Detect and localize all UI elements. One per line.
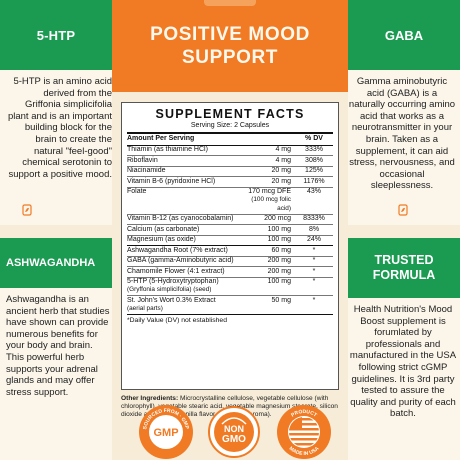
usa-top-text: PRODUCT [290, 409, 318, 419]
facts-title: SUPPLEMENT FACTS [155, 107, 305, 121]
card-ashwagandha-text: Ashwagandha is an ancient herb that stud… [6, 294, 110, 398]
non-gmo-line1: NON [224, 424, 244, 434]
other-ingredients-label: Other Ingredients: [121, 395, 179, 402]
facts-row: Calcium (as carbonate) 100 mg 8% [127, 225, 333, 236]
facts-row-dv: 8333% [303, 215, 325, 223]
facts-row: Thiamin (as thiamine HCl) 4 mg 333% [127, 146, 333, 157]
facts-row: Chamomile Flower (4:1 extract) 200 mg * [127, 267, 333, 278]
facts-herbs-list: Ashwagandha Root (7% extract) 60 mg * GABA … [127, 246, 333, 316]
facts-row-dv: * [312, 257, 316, 265]
facts-row: Vitamin B-12 (as cyanocobalamin) 200 mcg 8… [127, 215, 333, 226]
card-trusted-title-line2: FORMULA [372, 268, 436, 282]
facts-row-dv: 43% [306, 188, 321, 196]
leaf-icon [22, 204, 32, 216]
facts-row-name: Thiamin (as thiamine HCl) [127, 146, 208, 154]
card-trusted-formula: TRUSTED FORMULA Health Nutrition's Mood … [348, 238, 460, 460]
facts-row-amount: 4 mg [275, 146, 291, 154]
card-5htp: 5-HTP 5-HTP is an amino acid derived fro… [0, 0, 112, 225]
facts-row-dv: * [312, 246, 316, 254]
card-gaba-text: Gamma aminobutyric acid (GABA) is a natu… [348, 76, 456, 192]
facts-row-amount: 200 mg [267, 267, 291, 275]
facts-header-amount [243, 135, 295, 143]
banner-line1: POSITIVE MOOD [150, 24, 310, 45]
other-ingredients: Other Ingredients: Microcrystalline cell… [121, 395, 341, 418]
facts-header-name: Amount Per Serving [127, 135, 195, 143]
card-gaba: GABA Gamma aminobutyric acid (GABA) is a… [348, 0, 460, 225]
leaf-icon [398, 204, 408, 216]
card-trusted-title-line1: TRUSTED [374, 253, 434, 267]
facts-row: GABA (gamma-Aminobutyric acid) 200 mg * [127, 257, 333, 268]
facts-row-dv: 1176% [303, 177, 325, 185]
facts-row-name: Riboflavin [127, 156, 158, 164]
facts-serving-size: Serving Size: 2 Capsules [190, 122, 270, 129]
facts-row-name: Vitamin B-12 (as cyanocobalamin) [127, 215, 234, 223]
other-ingredients-text: Microcrystalline cellulose, vegetable ce… [121, 395, 338, 418]
facts-row: Vitamin B-6 (pyridoxine HCl) 20 mg 1176% [127, 177, 333, 188]
facts-row: Folate 170 mcg DFE (100 mcg folic acid) 43% [127, 188, 333, 215]
facts-row-amount: 60 mg [271, 246, 291, 254]
facts-row-amount: 20 mg [271, 167, 291, 175]
facts-vitamins-list: Thiamin (as thiamine HCl) 4 mg 333% Ribofla… [127, 146, 333, 247]
non-gmo-line2: GMO [222, 434, 246, 445]
facts-row-dv: 125% [305, 167, 323, 175]
facts-header-dv: % DV [305, 135, 323, 143]
banner-line2: SUPPORT [181, 47, 279, 68]
facts-row-amount: 50 mg [271, 296, 291, 304]
facts-row-name: Folate [127, 188, 147, 196]
facts-row-name: Calcium (as carbonate) [127, 225, 200, 233]
facts-row-dv: 333% [305, 146, 323, 154]
facts-row-amount: 4 mg [275, 156, 291, 164]
facts-footnote: *Daily Value (DV) not established [127, 317, 227, 325]
facts-row-dv: * [312, 267, 316, 275]
facts-row: 5-HTP (5-Hydroxytryptophan) (Gryffonia si… [127, 278, 333, 297]
facts-row-dv: * [312, 278, 316, 286]
facts-row: Niacinamide 20 mg 125% [127, 167, 333, 178]
usa-bottom-text: MADE IN USA [288, 446, 321, 458]
facts-row: Magnesium (as oxide) 100 mg 24% [127, 236, 333, 247]
facts-row-name: GABA (gamma-Aminobutyric acid) [127, 257, 234, 265]
made-in-usa-badge: PRODUCT MADE IN USA [277, 405, 331, 459]
facts-header-row: Amount Per Serving % DV [127, 134, 333, 146]
facts-row: Ashwagandha Root (7% extract) 60 mg * [127, 246, 333, 257]
facts-row-amount: 200 mcg [264, 215, 291, 223]
facts-row-amount: 100 mg [267, 278, 291, 286]
facts-row-dv: 8% [308, 225, 320, 233]
facts-row-name: Ashwagandha Root (7% extract) [127, 246, 228, 254]
supplement-facts-panel: SUPPLEMENT FACTS Serving Size: 2 Capsule… [121, 102, 339, 390]
facts-row-subtext: (Gryffonia simplicifolia) (seed) [127, 286, 212, 294]
facts-row-subtext: (aerial parts) [127, 305, 163, 313]
facts-row: St. John's Wort 0.3% Extract (aerial part… [127, 296, 333, 316]
facts-row-name: 5-HTP (5-Hydroxytryptophan) (Gryffonia si… [127, 278, 243, 295]
facts-row-name: Niacinamide [127, 167, 166, 175]
card-gaba-title: GABA [348, 0, 460, 70]
facts-divider [127, 132, 333, 135]
facts-row-name: St. John's Wort 0.3% Extract (aerial part… [127, 297, 243, 314]
card-ashwagandha: ASHWAGANDHA Ashwagandha is an ancient he… [0, 238, 112, 460]
facts-row-amount: 20 mg [271, 177, 291, 185]
card-ashwagandha-title: ASHWAGANDHA [0, 238, 112, 288]
usa-flag-icon [289, 417, 319, 447]
facts-row-amount: 100 mg [267, 225, 291, 233]
facts-row-dv: 308% [305, 156, 323, 164]
gmp-center-text: GMP [153, 427, 178, 439]
facts-row-subtext: (100 mcg folic acid) [251, 196, 291, 212]
facts-row-name: Chamomile Flower (4:1 extract) [127, 267, 225, 275]
facts-row-dv: * [312, 296, 316, 304]
facts-row-name: Magnesium (as oxide) [127, 236, 196, 244]
facts-row-dv: 24% [306, 236, 321, 244]
facts-row-amount: 170 mcg DFE (100 mcg folic acid) [243, 188, 295, 213]
banner: POSITIVE MOOD SUPPORT [112, 0, 348, 92]
card-5htp-title: 5-HTP [0, 0, 112, 70]
card-trusted-title: TRUSTED FORMULA [348, 238, 460, 298]
card-5htp-text: 5-HTP is an amino acid derived from the … [7, 76, 112, 180]
gmp-badge: SOURCED FROM · GMP CERTIFIED FACILITY GM… [138, 404, 193, 459]
non-gmo-badge: NON GMO [208, 406, 260, 458]
facts-row-amount: 200 mg [267, 257, 291, 265]
facts-row-amount: 100 mg [267, 236, 291, 244]
card-trusted-text: Health Nutrition's Mood Boost supplement… [349, 304, 457, 420]
facts-row: Riboflavin 4 mg 308% [127, 156, 333, 167]
facts-row-name: Vitamin B-6 (pyridoxine HCl) [127, 177, 216, 185]
